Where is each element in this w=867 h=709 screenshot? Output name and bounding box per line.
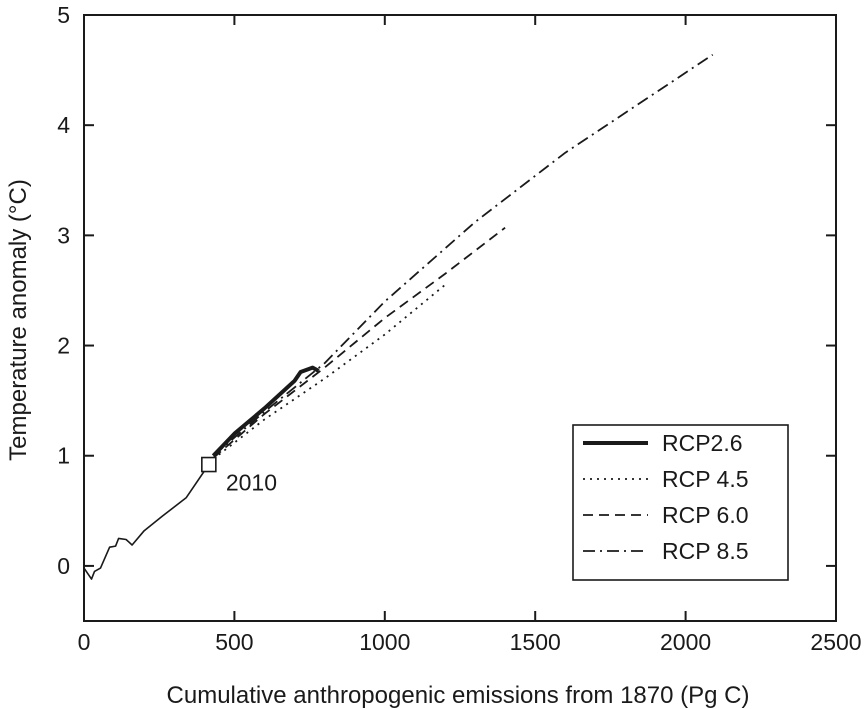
x-tick-label: 500 bbox=[215, 629, 253, 655]
series-lines bbox=[83, 53, 714, 580]
series-line-rcp4-5 bbox=[212, 284, 446, 460]
legend-label: RCP 4.5 bbox=[662, 466, 749, 492]
y-tick-label: 3 bbox=[57, 222, 70, 248]
y-tick-label: 5 bbox=[57, 2, 70, 28]
legend-label: RCP 6.0 bbox=[662, 502, 749, 528]
plot-border bbox=[83, 14, 837, 622]
axis-tick-labels: 0 500 1000 1500 2000 2500 0 1 2 3 4 5 bbox=[57, 2, 861, 655]
legend-label: RCP2.6 bbox=[662, 430, 743, 456]
x-tick-label: 1500 bbox=[510, 629, 561, 655]
x-tick-label: 0 bbox=[78, 629, 91, 655]
axis-ticks bbox=[83, 14, 837, 621]
plot-area bbox=[83, 14, 837, 622]
y-tick-label: 1 bbox=[57, 443, 70, 469]
legend-box bbox=[572, 424, 789, 581]
marker-2010 bbox=[201, 456, 217, 473]
legend: RCP2.6 RCP 4.5 RCP 6.0 RCP 8.5 bbox=[572, 424, 789, 581]
x-tick-label: 2000 bbox=[660, 629, 711, 655]
x-tick-label: 2500 bbox=[810, 629, 861, 655]
x-axis-label: Cumulative anthropogenic emissions from … bbox=[167, 682, 750, 709]
legend-label: RCP 8.5 bbox=[662, 538, 749, 564]
y-axis-label: Temperature anomaly (°C) bbox=[5, 179, 32, 461]
series-line-rcp8-5 bbox=[212, 53, 714, 457]
series-line-rcp2-6 bbox=[211, 365, 320, 458]
y-tick-label: 4 bbox=[57, 112, 70, 138]
y-tick-label: 2 bbox=[57, 333, 70, 359]
y-tick-label: 0 bbox=[57, 553, 70, 579]
marker-label-2010: 2010 bbox=[226, 470, 277, 496]
x-tick-label: 1000 bbox=[359, 629, 410, 655]
historical-line bbox=[83, 464, 210, 580]
markers: 2010 bbox=[201, 456, 277, 496]
series-line-rcp6-0 bbox=[212, 226, 506, 459]
